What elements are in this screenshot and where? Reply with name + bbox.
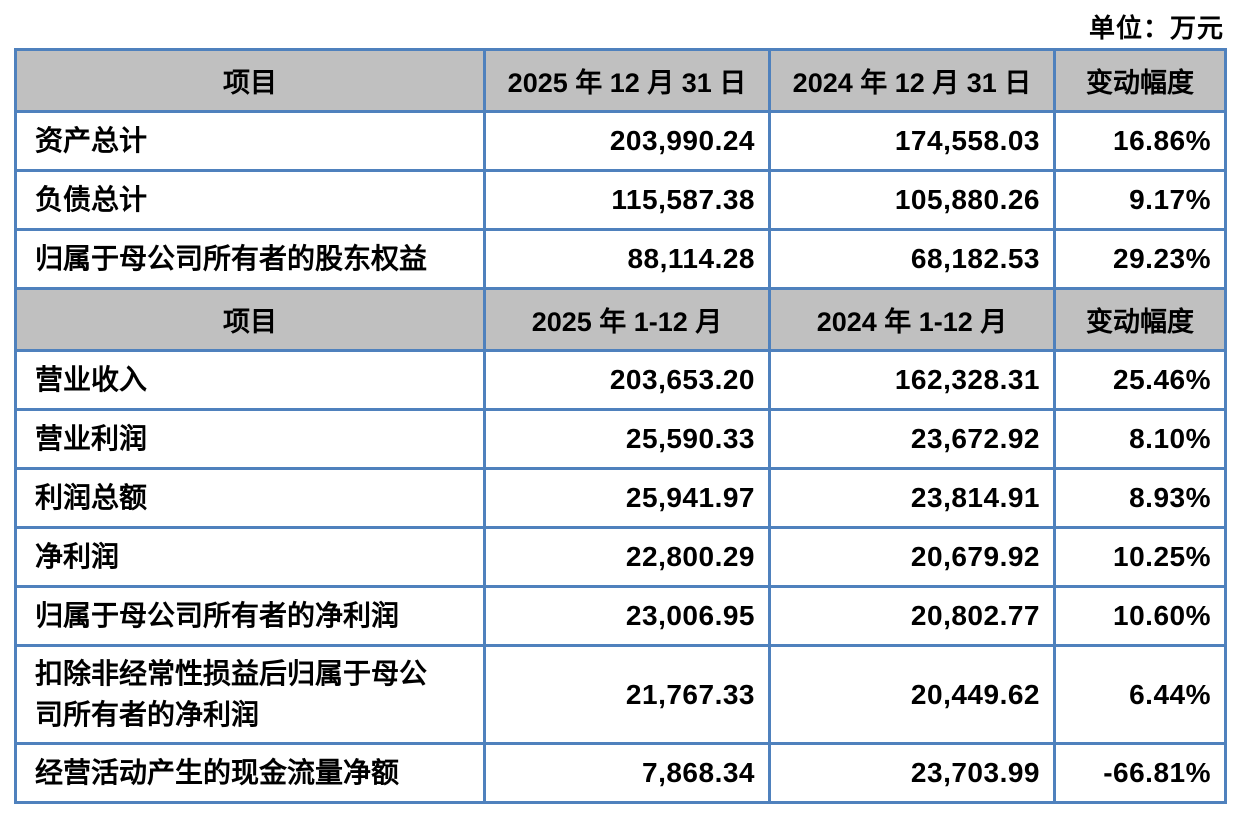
cell-item: 负债总计: [14, 169, 486, 231]
cell-2025-value: 88,114.28: [483, 228, 771, 290]
cell-item: 扣除非经常性损益后归属于母公 司所有者的净利润: [14, 644, 486, 745]
row-parent-equity: 归属于母公司所有者的股东权益 88,114.28 68,182.53 29.23…: [14, 228, 1227, 290]
cell-item: 营业收入: [14, 349, 486, 411]
cell-2024-value: 105,880.26: [768, 169, 1056, 231]
cell-change-value: 8.93%: [1053, 467, 1227, 529]
cell-2025-value: 21,767.33: [483, 644, 771, 745]
balance-header-row: 项目 2025 年 12 月 31 日 2024 年 12 月 31 日 变动幅…: [14, 48, 1227, 113]
header-item: 项目: [14, 48, 486, 113]
row-net-profit: 净利润 22,800.29 20,679.92 10.25%: [14, 526, 1227, 588]
income-header-row: 项目 2025 年 1-12 月 2024 年 1-12 月 变动幅度: [14, 287, 1227, 352]
cell-item: 归属于母公司所有者的股东权益: [14, 228, 486, 290]
unit-label: 单位：万元: [1088, 13, 1224, 43]
financial-summary-table: 项目 2025 年 12 月 31 日 2024 年 12 月 31 日 变动幅…: [14, 48, 1227, 804]
cell-change-value: 25.46%: [1053, 349, 1227, 411]
cell-item: 归属于母公司所有者的净利润: [14, 585, 486, 647]
cell-2025-value: 22,800.29: [483, 526, 771, 588]
header-item: 项目: [14, 287, 486, 352]
cell-item: 营业利润: [14, 408, 486, 470]
cell-2025-value: 203,990.24: [483, 110, 771, 172]
cell-2024-value: 174,558.03: [768, 110, 1056, 172]
cell-change-value: 8.10%: [1053, 408, 1227, 470]
row-total-assets: 资产总计 203,990.24 174,558.03 16.86%: [14, 110, 1227, 172]
cell-2024-value: 68,182.53: [768, 228, 1056, 290]
row-total-liabilities: 负债总计 115,587.38 105,880.26 9.17%: [14, 169, 1227, 231]
cell-item: 净利润: [14, 526, 486, 588]
row-operating-profit: 营业利润 25,590.33 23,672.92 8.10%: [14, 408, 1227, 470]
cell-2025-value: 115,587.38: [483, 169, 771, 231]
cell-2024-value: 20,449.62: [768, 644, 1056, 745]
cell-2025-value: 25,941.97: [483, 467, 771, 529]
cell-change-value: 10.25%: [1053, 526, 1227, 588]
cell-change-value: 29.23%: [1053, 228, 1227, 290]
cell-item: 经营活动产生的现金流量净额: [14, 742, 486, 804]
cell-2025-value: 23,006.95: [483, 585, 771, 647]
header-2024-date: 2024 年 12 月 31 日: [768, 48, 1056, 113]
header-2025-date: 2025 年 12 月 31 日: [483, 48, 771, 113]
cell-2024-value: 23,814.91: [768, 467, 1056, 529]
cell-item: 利润总额: [14, 467, 486, 529]
cell-item: 资产总计: [14, 110, 486, 172]
cell-2025-value: 25,590.33: [483, 408, 771, 470]
cell-2024-value: 162,328.31: [768, 349, 1056, 411]
cell-2025-value: 203,653.20: [483, 349, 771, 411]
header-change: 变动幅度: [1053, 48, 1227, 113]
cell-2024-value: 20,802.77: [768, 585, 1056, 647]
row-operating-cash-flow: 经营活动产生的现金流量净额 7,868.34 23,703.99 -66.81%: [14, 742, 1227, 804]
header-2025-period: 2025 年 1-12 月: [483, 287, 771, 352]
header-change: 变动幅度: [1053, 287, 1227, 352]
cell-2025-value: 7,868.34: [483, 742, 771, 804]
row-operating-revenue: 营业收入 203,653.20 162,328.31 25.46%: [14, 349, 1227, 411]
cell-2024-value: 20,679.92: [768, 526, 1056, 588]
row-parent-net-profit: 归属于母公司所有者的净利润 23,006.95 20,802.77 10.60%: [14, 585, 1227, 647]
cell-change-value: 6.44%: [1053, 644, 1227, 745]
row-total-profit: 利润总额 25,941.97 23,814.91 8.93%: [14, 467, 1227, 529]
cell-2024-value: 23,703.99: [768, 742, 1056, 804]
header-2024-period: 2024 年 1-12 月: [768, 287, 1056, 352]
cell-change-value: 10.60%: [1053, 585, 1227, 647]
cell-change-value: -66.81%: [1053, 742, 1227, 804]
cell-2024-value: 23,672.92: [768, 408, 1056, 470]
row-deducted-net-profit: 扣除非经常性损益后归属于母公 司所有者的净利润 21,767.33 20,449…: [14, 644, 1227, 745]
cell-change-value: 16.86%: [1053, 110, 1227, 172]
cell-change-value: 9.17%: [1053, 169, 1227, 231]
